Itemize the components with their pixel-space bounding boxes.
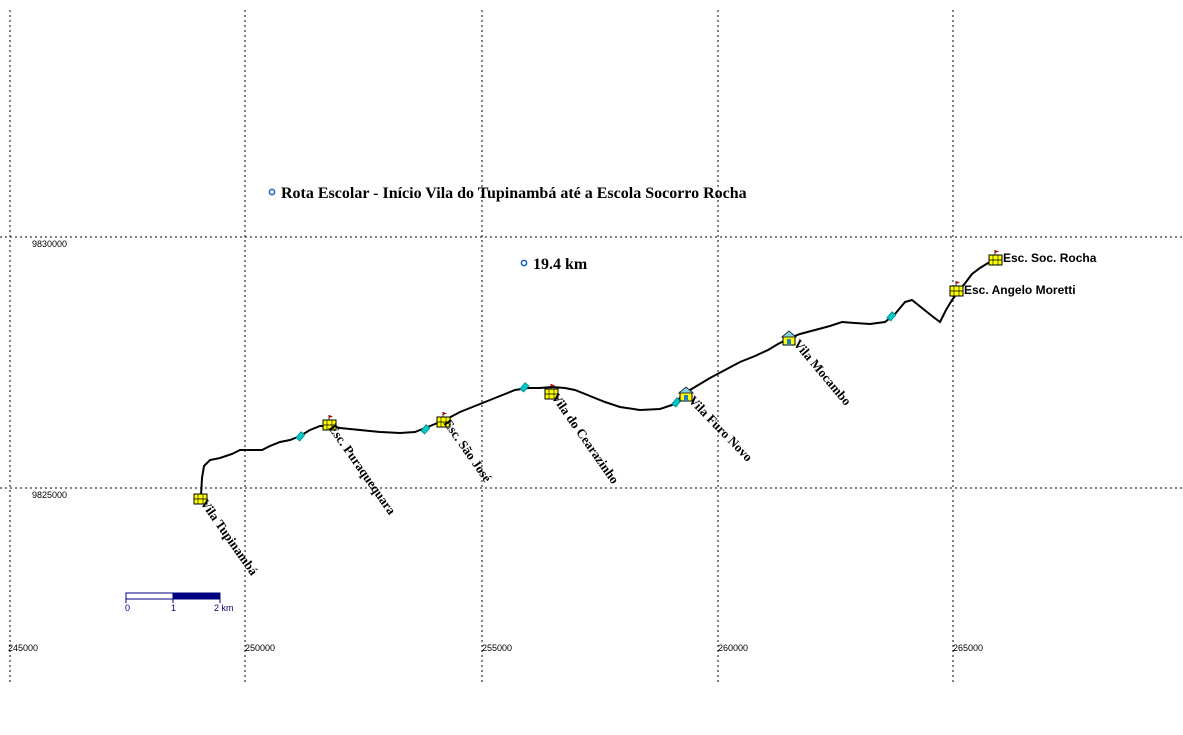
scale-bar-segment-dark xyxy=(172,592,221,600)
title-bullet-icon xyxy=(268,188,276,196)
school-route-line xyxy=(200,259,997,497)
scale-label: 0 xyxy=(125,603,130,613)
crossing-marker xyxy=(420,424,431,435)
school-marker-icon[interactable] xyxy=(193,493,208,505)
school-marker-icon[interactable] xyxy=(544,384,559,400)
school-labels: Esc. Angelo Moretti Esc. Soc. Rocha xyxy=(964,251,1097,297)
place-label-vila-tupinamba: Vila Tupinambá xyxy=(198,496,262,578)
place-label-vila-mocambo: Vila Mocambo xyxy=(791,336,855,408)
village-marker-icon[interactable] xyxy=(677,386,695,402)
route-distance: 19.4 km xyxy=(533,256,588,273)
crossing-marker xyxy=(886,311,897,322)
northing-label: 9825000 xyxy=(32,490,67,500)
map-title: Rota Escolar - Início Vila do Tupinambá … xyxy=(281,185,747,202)
distance-bullet-icon xyxy=(520,259,528,267)
place-label-esc-puraquequara: Esc. Puraquequara xyxy=(326,421,400,518)
school-marker-icon[interactable] xyxy=(988,250,1003,266)
scale-bar-segment-light xyxy=(125,592,174,600)
easting-label: 250000 xyxy=(245,643,275,653)
village-marker-icon[interactable] xyxy=(780,330,798,346)
scale-bar: 0 1 2 km xyxy=(125,592,234,613)
crossing-marker xyxy=(295,431,306,442)
easting-label: 265000 xyxy=(953,643,983,653)
place-label-esc-sao-jose: Esc. São José xyxy=(441,416,495,485)
easting-label: 255000 xyxy=(482,643,512,653)
place-label-esc-soc-rocha: Esc. Soc. Rocha xyxy=(1003,251,1097,265)
crossings xyxy=(295,311,897,442)
place-labels: Vila Tupinambá Esc. Puraquequara Esc. Sã… xyxy=(198,336,855,578)
coordinate-labels: 9830000 9825000 245000 250000 255000 260… xyxy=(8,239,983,653)
school-marker-icon[interactable] xyxy=(436,412,451,428)
place-label-vila-furo-novo: Vila Furo Novo xyxy=(686,393,756,465)
school-marker-icon[interactable] xyxy=(949,281,964,297)
place-markers xyxy=(193,250,1003,505)
school-marker-icon[interactable] xyxy=(322,415,337,431)
grid xyxy=(0,10,1183,685)
place-label-esc-angelo-moretti: Esc. Angelo Moretti xyxy=(964,283,1076,297)
scale-label: 1 xyxy=(171,603,176,613)
northing-label: 9830000 xyxy=(32,239,67,249)
scale-label: 2 km xyxy=(214,603,234,613)
crossing-marker xyxy=(519,382,530,393)
crossing-marker xyxy=(671,397,682,408)
easting-label: 260000 xyxy=(718,643,748,653)
easting-label: 245000 xyxy=(8,643,38,653)
